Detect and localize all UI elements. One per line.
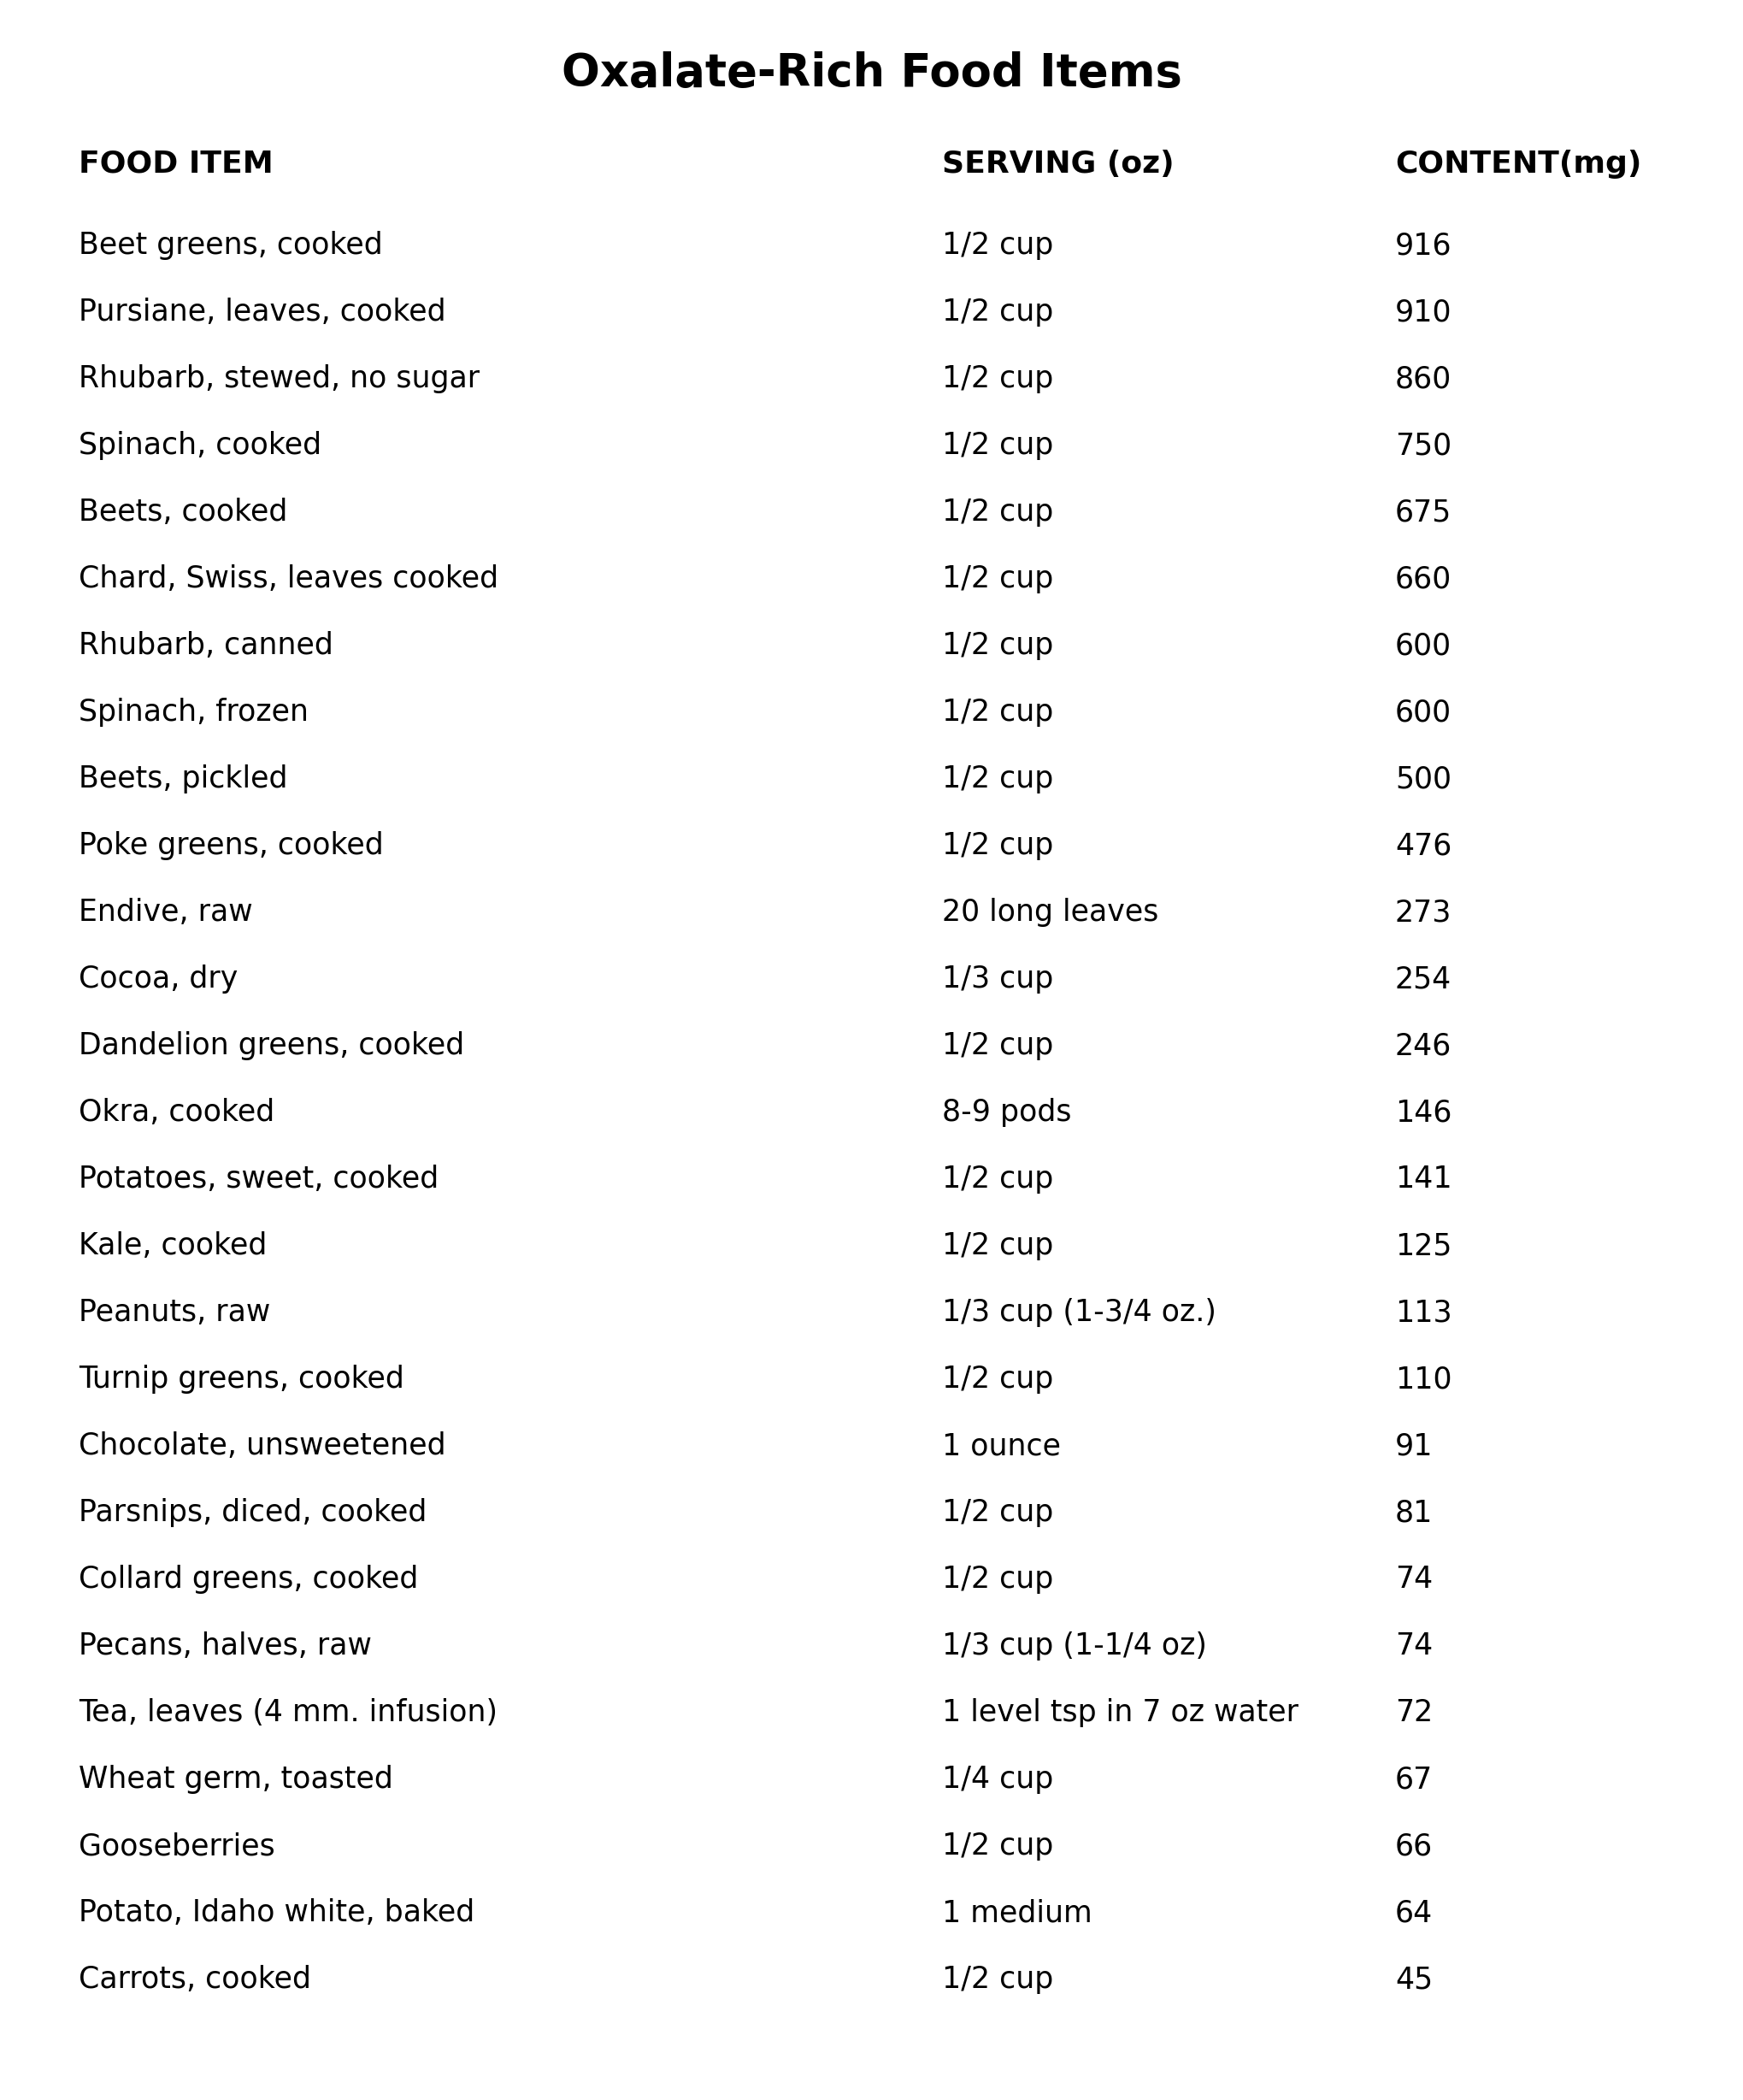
Text: 74: 74 bbox=[1394, 1564, 1433, 1594]
Text: 74: 74 bbox=[1394, 1632, 1433, 1661]
Text: Beet greens, cooked: Beet greens, cooked bbox=[78, 231, 382, 260]
Text: 476: 476 bbox=[1394, 832, 1452, 861]
Text: 113: 113 bbox=[1394, 1298, 1452, 1327]
Text: 600: 600 bbox=[1394, 697, 1450, 727]
Text: Beets, cooked: Beets, cooked bbox=[78, 498, 288, 527]
Text: Cocoa, dry: Cocoa, dry bbox=[78, 964, 237, 993]
Text: 1 ounce: 1 ounce bbox=[941, 1432, 1060, 1460]
Text: Potato, Idaho white, baked: Potato, Idaho white, baked bbox=[78, 1898, 474, 1928]
Text: Kale, cooked: Kale, cooked bbox=[78, 1231, 267, 1260]
Text: Spinach, frozen: Spinach, frozen bbox=[78, 697, 309, 727]
Text: 1/2 cup: 1/2 cup bbox=[941, 697, 1053, 727]
Text: Wheat germ, toasted: Wheat germ, toasted bbox=[78, 1764, 392, 1793]
Text: Collard greens, cooked: Collard greens, cooked bbox=[78, 1564, 418, 1594]
Text: 91: 91 bbox=[1394, 1432, 1433, 1460]
Text: 64: 64 bbox=[1394, 1898, 1433, 1928]
Text: Pursiane, leaves, cooked: Pursiane, leaves, cooked bbox=[78, 298, 446, 328]
Text: 1 medium: 1 medium bbox=[941, 1898, 1091, 1928]
Text: 910: 910 bbox=[1394, 298, 1452, 328]
Text: 8-9 pods: 8-9 pods bbox=[941, 1098, 1070, 1128]
Text: 1/2 cup: 1/2 cup bbox=[941, 565, 1053, 594]
Text: Poke greens, cooked: Poke greens, cooked bbox=[78, 832, 383, 861]
Text: 81: 81 bbox=[1394, 1497, 1433, 1527]
Text: 66: 66 bbox=[1394, 1831, 1433, 1861]
Text: Pecans, halves, raw: Pecans, halves, raw bbox=[78, 1632, 371, 1661]
Text: Carrots, cooked: Carrots, cooked bbox=[78, 1966, 310, 1995]
Text: Dandelion greens, cooked: Dandelion greens, cooked bbox=[78, 1031, 464, 1060]
Text: 675: 675 bbox=[1394, 498, 1450, 527]
Text: 67: 67 bbox=[1394, 1764, 1433, 1793]
Text: 1/2 cup: 1/2 cup bbox=[941, 764, 1053, 794]
Text: 600: 600 bbox=[1394, 630, 1450, 659]
Text: 146: 146 bbox=[1394, 1098, 1452, 1128]
Text: 1/3 cup (1-3/4 oz.): 1/3 cup (1-3/4 oz.) bbox=[941, 1298, 1215, 1327]
Text: 246: 246 bbox=[1394, 1031, 1452, 1060]
Text: 1/2 cup: 1/2 cup bbox=[941, 630, 1053, 659]
Text: 1/2 cup: 1/2 cup bbox=[941, 363, 1053, 393]
Text: Potatoes, sweet, cooked: Potatoes, sweet, cooked bbox=[78, 1166, 437, 1193]
Text: 254: 254 bbox=[1394, 964, 1450, 993]
Text: Spinach, cooked: Spinach, cooked bbox=[78, 430, 321, 460]
Text: Parsnips, diced, cooked: Parsnips, diced, cooked bbox=[78, 1497, 427, 1527]
Text: 500: 500 bbox=[1394, 764, 1450, 794]
Text: 110: 110 bbox=[1394, 1365, 1452, 1394]
Text: Endive, raw: Endive, raw bbox=[78, 899, 253, 926]
Text: Chocolate, unsweetened: Chocolate, unsweetened bbox=[78, 1432, 446, 1460]
Text: 1 level tsp in 7 oz water: 1 level tsp in 7 oz water bbox=[941, 1699, 1297, 1726]
Text: 141: 141 bbox=[1394, 1166, 1452, 1193]
Text: 750: 750 bbox=[1394, 430, 1450, 460]
Text: 1/2 cup: 1/2 cup bbox=[941, 1231, 1053, 1260]
Text: 125: 125 bbox=[1394, 1231, 1452, 1260]
Text: 1/2 cup: 1/2 cup bbox=[941, 1966, 1053, 1995]
Text: 1/2 cup: 1/2 cup bbox=[941, 498, 1053, 527]
Text: Peanuts, raw: Peanuts, raw bbox=[78, 1298, 270, 1327]
Text: Beets, pickled: Beets, pickled bbox=[78, 764, 288, 794]
Text: 1/3 cup: 1/3 cup bbox=[941, 964, 1053, 993]
Text: 1/2 cup: 1/2 cup bbox=[941, 1831, 1053, 1861]
Text: 273: 273 bbox=[1394, 899, 1452, 926]
Text: 20 long leaves: 20 long leaves bbox=[941, 899, 1157, 926]
Text: FOOD ITEM: FOOD ITEM bbox=[78, 149, 274, 178]
Text: Rhubarb, canned: Rhubarb, canned bbox=[78, 630, 333, 659]
Text: 1/2 cup: 1/2 cup bbox=[941, 1365, 1053, 1394]
Text: Oxalate-Rich Food Items: Oxalate-Rich Food Items bbox=[561, 50, 1182, 97]
Text: 860: 860 bbox=[1394, 363, 1450, 393]
Text: Tea, leaves (4 mm. infusion): Tea, leaves (4 mm. infusion) bbox=[78, 1699, 497, 1726]
Text: 1/2 cup: 1/2 cup bbox=[941, 1031, 1053, 1060]
Text: 1/2 cup: 1/2 cup bbox=[941, 1497, 1053, 1527]
Text: 72: 72 bbox=[1394, 1699, 1433, 1726]
Text: 1/2 cup: 1/2 cup bbox=[941, 1564, 1053, 1594]
Text: SERVING (oz): SERVING (oz) bbox=[941, 149, 1173, 178]
Text: 1/3 cup (1-1/4 oz): 1/3 cup (1-1/4 oz) bbox=[941, 1632, 1206, 1661]
Text: Chard, Swiss, leaves cooked: Chard, Swiss, leaves cooked bbox=[78, 565, 498, 594]
Text: 1/2 cup: 1/2 cup bbox=[941, 231, 1053, 260]
Text: Gooseberries: Gooseberries bbox=[78, 1831, 275, 1861]
Text: 1/4 cup: 1/4 cup bbox=[941, 1764, 1053, 1793]
Text: Rhubarb, stewed, no sugar: Rhubarb, stewed, no sugar bbox=[78, 363, 479, 393]
Text: CONTENT(mg): CONTENT(mg) bbox=[1394, 149, 1640, 178]
Text: 660: 660 bbox=[1394, 565, 1450, 594]
Text: 1/2 cup: 1/2 cup bbox=[941, 298, 1053, 328]
Text: 45: 45 bbox=[1394, 1966, 1433, 1995]
Text: 1/2 cup: 1/2 cup bbox=[941, 832, 1053, 861]
Text: 916: 916 bbox=[1394, 231, 1452, 260]
Text: Okra, cooked: Okra, cooked bbox=[78, 1098, 274, 1128]
Text: 1/2 cup: 1/2 cup bbox=[941, 430, 1053, 460]
Text: 1/2 cup: 1/2 cup bbox=[941, 1166, 1053, 1193]
Text: Turnip greens, cooked: Turnip greens, cooked bbox=[78, 1365, 404, 1394]
